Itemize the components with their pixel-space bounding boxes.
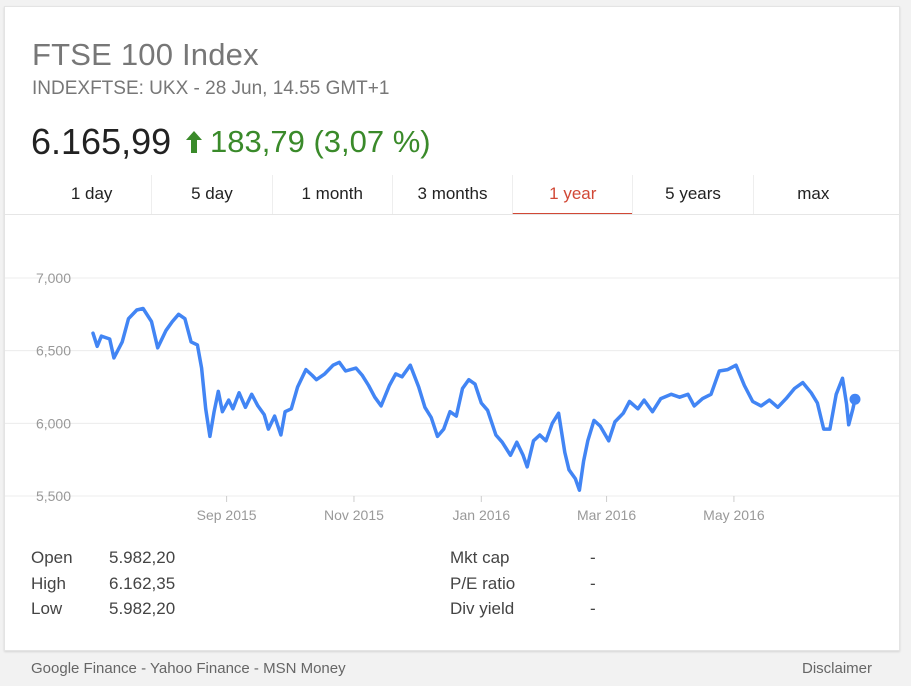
- price-series-line: [91, 306, 857, 492]
- y-tick-label: 5,500: [36, 488, 71, 504]
- stat-label: Div yield: [450, 599, 515, 618]
- price-row: 6.165,99 183,79 (3,07 %): [31, 121, 431, 163]
- y-tick-label: 6,500: [36, 343, 71, 359]
- price-chart[interactable]: 7,000 6,500 6,000 5,500 Sep 2015 Nov 2015 Jan…: [5, 215, 899, 527]
- stat-row-low: Low 5.982,20: [31, 596, 211, 622]
- stat-value: -: [590, 548, 596, 567]
- tab-3-months[interactable]: 3 months: [391, 175, 512, 215]
- price-change: 183,79 (3,07 %): [210, 124, 431, 159]
- x-tick-label: Sep 2015: [197, 507, 257, 523]
- stats-right: Mkt cap - P/E ratio - Div yield -: [450, 545, 650, 622]
- x-tick-label: Nov 2015: [324, 507, 384, 523]
- stat-row-high: High 6.162,35: [31, 571, 211, 597]
- tab-1-year[interactable]: 1 year: [512, 175, 633, 215]
- x-tick-label: Mar 2016: [577, 507, 636, 523]
- tab-5-years[interactable]: 5 years: [632, 175, 752, 215]
- y-tick-label: 6,000: [36, 415, 71, 431]
- tab-max[interactable]: max: [752, 175, 873, 215]
- range-tabs: 1 day 5 day 1 month 3 months 1 year 5 ye…: [32, 175, 873, 215]
- stat-row-div-yield: Div yield -: [450, 596, 650, 622]
- stat-label: Open: [31, 548, 73, 567]
- tabs-divider: [5, 214, 901, 215]
- x-tick-label: Jan 2016: [453, 507, 511, 523]
- stat-value: 5.982,20: [109, 599, 176, 618]
- footer-sources[interactable]: Google Finance - Yahoo Finance - MSN Mon…: [31, 660, 346, 677]
- stat-label: P/E ratio: [450, 573, 516, 593]
- up-arrow-icon: [185, 131, 202, 153]
- index-title: FTSE 100 Index: [32, 37, 259, 72]
- current-price: 6.165,99: [31, 121, 172, 162]
- stat-value: -: [590, 599, 596, 618]
- stat-label: High: [31, 573, 66, 593]
- stats-left: Open 5.982,20 High 6.162,35 Low 5.982,20: [31, 545, 211, 622]
- index-subtitle: INDEXFTSE: UKX - 28 Jun, 14.55 GMT+1: [32, 78, 390, 99]
- x-tick-label: May 2016: [703, 507, 765, 523]
- stat-row-mkt-cap: Mkt cap -: [450, 545, 650, 571]
- stat-label: Mkt cap: [450, 548, 510, 567]
- tab-5-day[interactable]: 5 day: [151, 175, 271, 215]
- stat-value: 5.982,20: [109, 548, 176, 567]
- stat-value: 6.162,35: [109, 573, 176, 593]
- finance-card: FTSE 100 Index INDEXFTSE: UKX - 28 Jun, …: [4, 6, 901, 651]
- y-tick-label: 7,000: [36, 270, 71, 286]
- stat-row-pe-ratio: P/E ratio -: [450, 571, 650, 597]
- stat-row-open: Open 5.982,20: [31, 545, 211, 571]
- last-price-point: [849, 393, 861, 405]
- footer-disclaimer[interactable]: Disclaimer: [801, 660, 872, 677]
- stat-label: Low: [31, 599, 63, 618]
- stat-value: -: [590, 573, 596, 593]
- tab-1-day[interactable]: 1 day: [70, 184, 113, 203]
- tab-1-month[interactable]: 1 month: [271, 175, 392, 215]
